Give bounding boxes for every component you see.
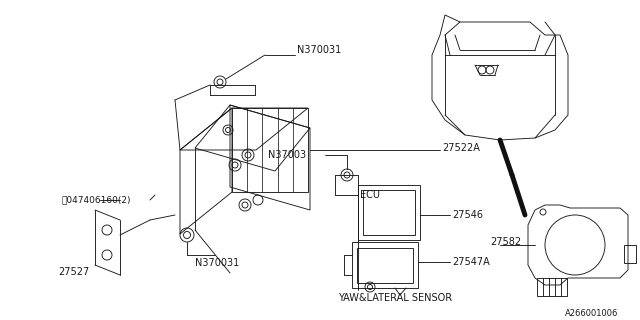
Bar xyxy=(624,245,636,263)
Text: N37003: N37003 xyxy=(268,150,306,160)
Text: YAW&LATERAL SENSOR: YAW&LATERAL SENSOR xyxy=(338,293,452,303)
Text: 27547A: 27547A xyxy=(452,257,490,267)
Text: ECU: ECU xyxy=(360,190,380,200)
Text: 27522A: 27522A xyxy=(442,143,480,153)
Text: Ⓑ047406160(2): Ⓑ047406160(2) xyxy=(62,196,131,204)
Text: 27582: 27582 xyxy=(490,237,521,247)
Bar xyxy=(537,278,567,296)
Text: 27527: 27527 xyxy=(58,267,89,277)
Text: A266001006: A266001006 xyxy=(565,308,618,317)
Text: N370031: N370031 xyxy=(195,258,239,268)
Text: N370031: N370031 xyxy=(297,45,341,55)
Text: 27546: 27546 xyxy=(452,210,483,220)
